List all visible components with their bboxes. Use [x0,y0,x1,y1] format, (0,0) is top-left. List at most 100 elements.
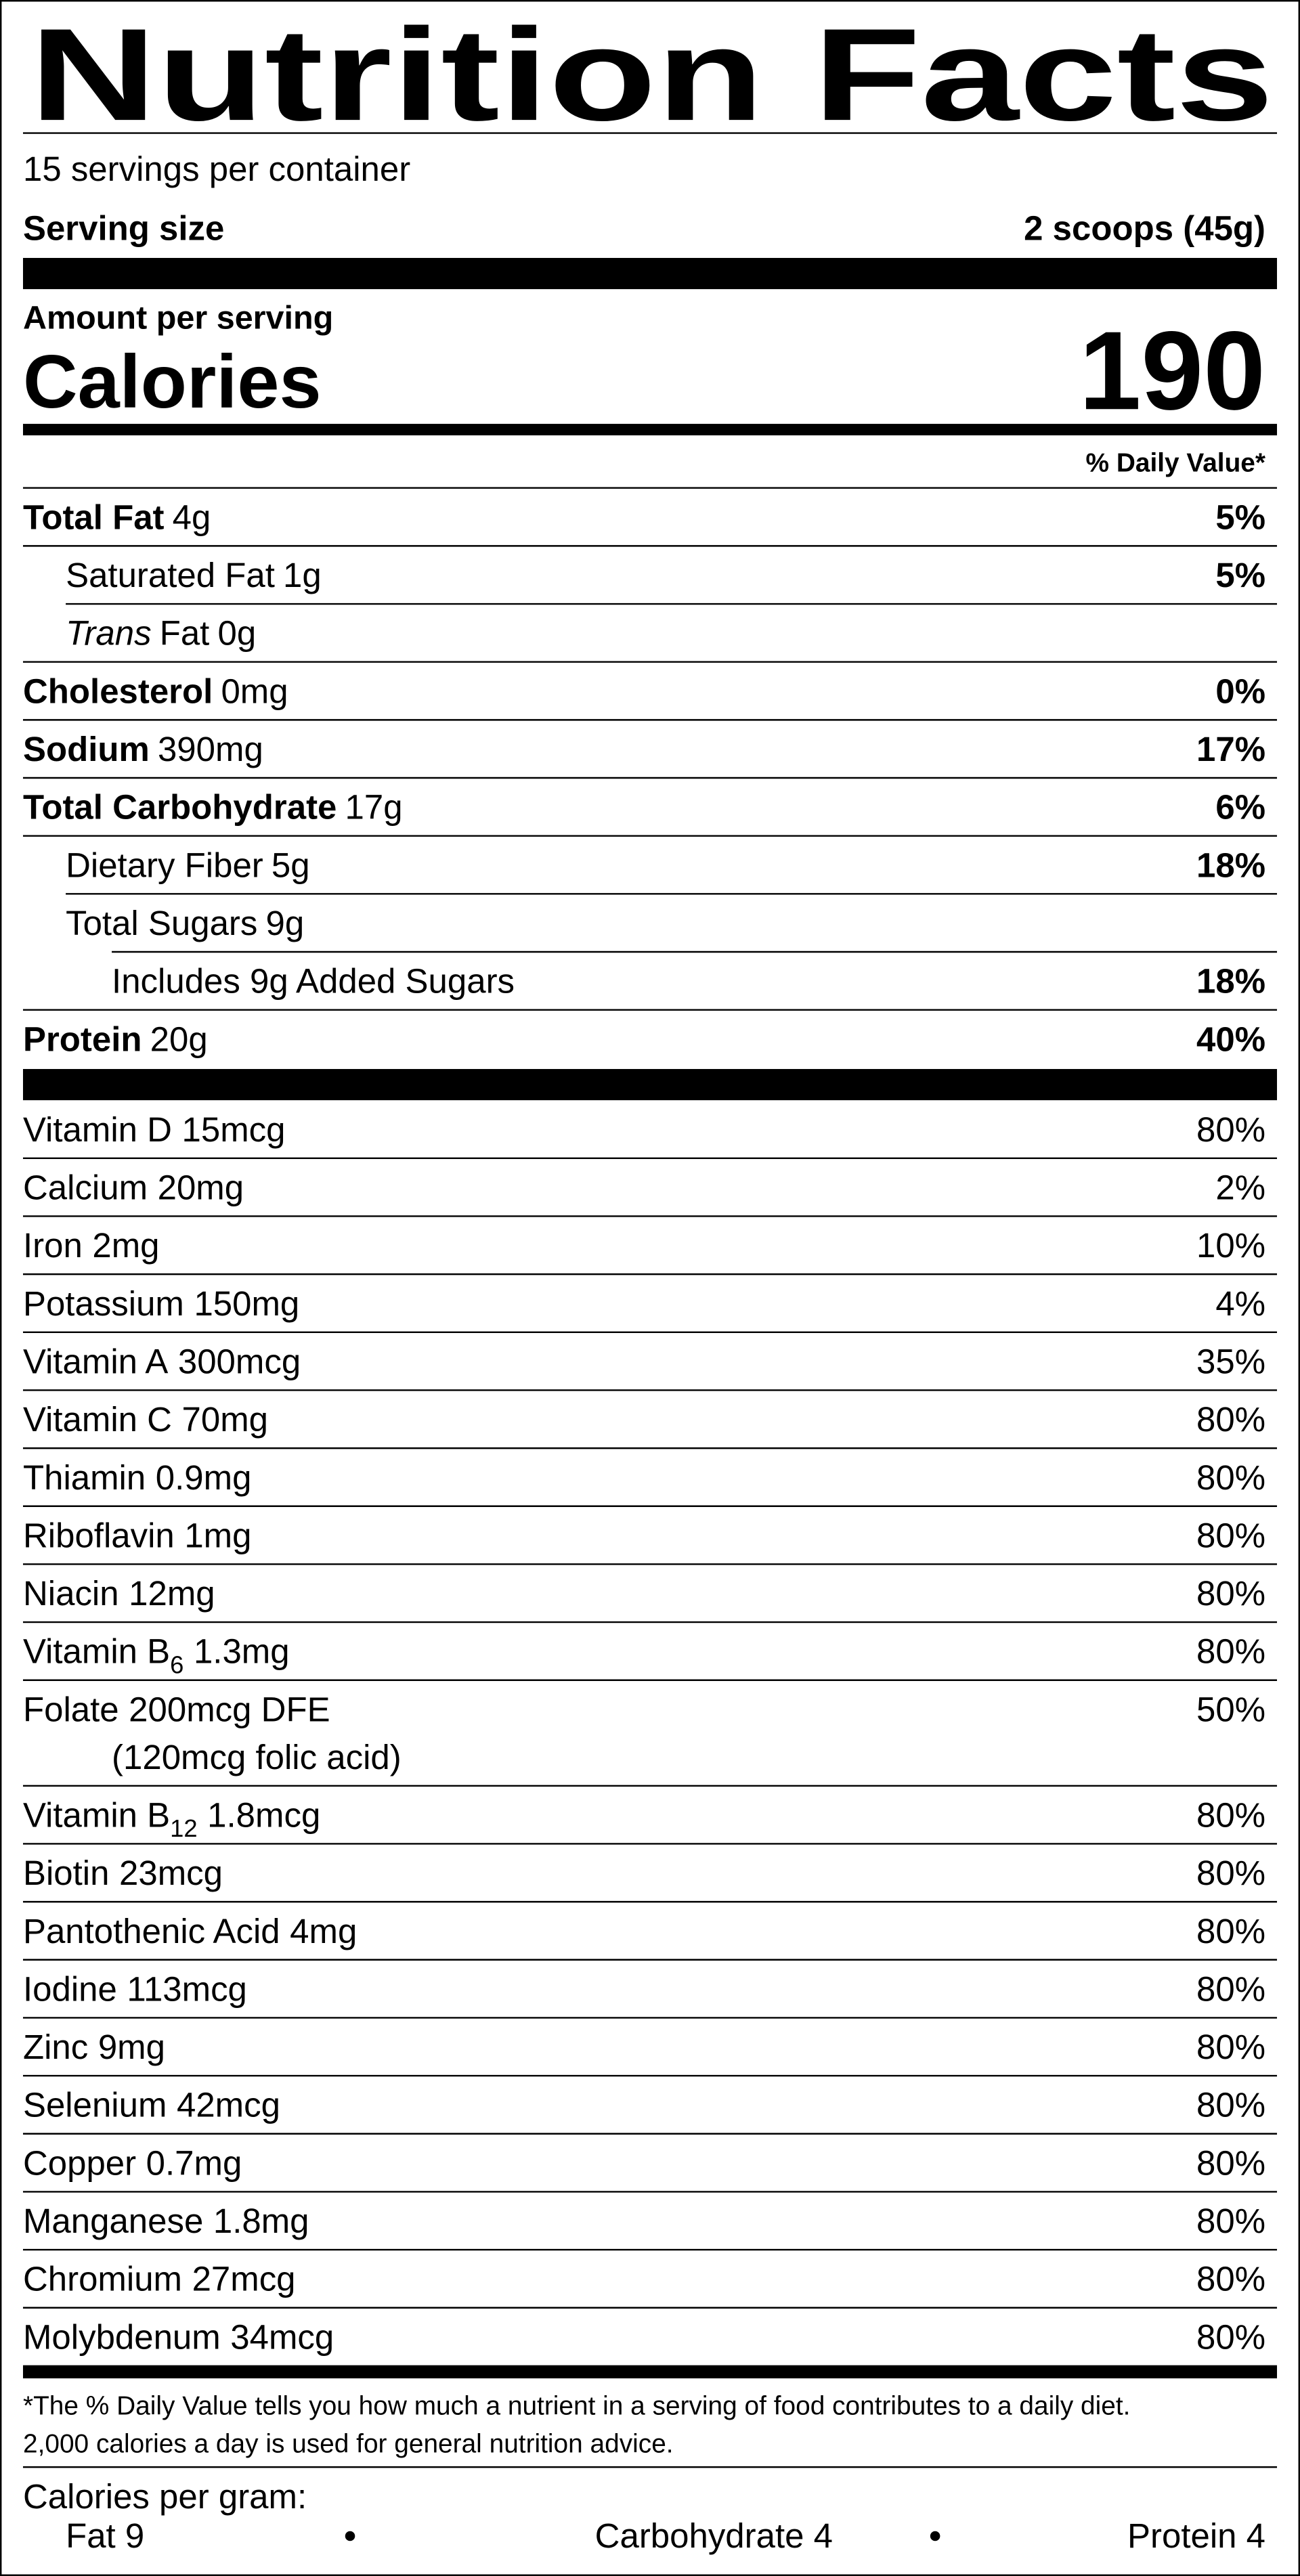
vitamin-name: Potassium [23,1284,184,1323]
nutrient-name: Total Sugars [66,904,257,942]
servings: 15 servings per container [23,150,410,188]
vitamin-dv: 80% [1196,2028,1265,2066]
vitamin-row: Iodine 113mcg [23,1969,247,2008]
nutrient-dv: 17% [1196,730,1265,768]
nutrient-row: Saturated Fat 1g [66,556,322,594]
vitamin-row: Vitamin C 70mg [23,1400,268,1439]
vitamin-row: Pantothenic Acid 4mg [23,1912,357,1950]
vitamin-dv: 35% [1196,1342,1265,1380]
vitamin-row: Riboflavin 1mg [23,1516,251,1554]
vitamin-amount: 0.9mg [156,1458,252,1497]
nutrient-amount: 4g [173,498,211,536]
nutrient-amount: 0g [217,614,256,653]
vitamin-amount: 2mg [92,1226,159,1265]
calories-label: Calories [23,339,322,424]
nutrient-name: Total Fat [23,498,165,536]
vitamin-dv: 80% [1196,2143,1265,2182]
vitamin-name: Molybdenum [23,2317,221,2356]
vitamin-amount: 1.3mg [194,1632,290,1671]
vitamin-amount: 300mcg [178,1342,301,1380]
vitamin-amount: 1mg [184,1516,251,1554]
vitamin-dv: 80% [1196,2260,1265,2298]
vitamin-amount: 34mcg [230,2317,334,2356]
nutrient-amount: 390mg [158,730,263,768]
nutrient-row: Trans Fat 0g [66,614,256,653]
vitamin-amount: 4mg [290,1912,357,1950]
vitamin-dv: 80% [1196,1574,1265,1613]
vitamin-amount: 0.7mg [146,2143,242,2182]
vitamin-row: Niacin 12mg [23,1574,215,1613]
vitamin-amount: 12mg [129,1574,215,1613]
nutrient-amount: 9g [266,904,305,942]
vitamin-amount: 9mg [98,2028,165,2066]
vitamin-dv: 80% [1196,1854,1265,1892]
vitamin-dv: 10% [1196,1226,1265,1265]
vitamin-dv: 4% [1215,1284,1265,1323]
vitamin-name: Chromium [23,2260,182,2298]
vitamin-name: Biotin [23,1854,109,1892]
vitamin-row: Vitamin B12 1.8mcg [23,1795,320,1842]
vitamin-name: Vitamin D [23,1110,172,1149]
nutrient-row: Includes 9g Added Sugars [112,962,515,1001]
thick-bar [22,1069,1278,1101]
vitamin-amount: 42mcg [177,2086,280,2124]
vitamin-dv: 80% [1196,1632,1265,1671]
nutrient-row: Total Fat 4g [23,498,211,536]
vitamin-name: Vitamin B [23,1795,170,1834]
vitamin-name: Vitamin C [23,1400,172,1439]
vitamin-row: Molybdenum 34mcg [23,2317,334,2356]
nutrient-dv: 18% [1196,846,1265,884]
vitamin-dv: 80% [1196,1110,1265,1149]
vitamin-dv: 80% [1196,1795,1265,1834]
vitamin-row: Potassium 150mg [23,1284,299,1323]
nutrient-row: Protein 20g [23,1020,208,1058]
vitamin-name: Thiamin [23,1458,146,1497]
vitamin-name: Calcium [23,1168,148,1206]
thick-bar [22,257,1278,290]
vitamin-subscript: 12 [170,1814,197,1842]
calories-value: 190 [1079,308,1265,433]
footnote: 2,000 calories a day is used for general… [23,2429,674,2458]
vitamin-row: Vitamin D 15mcg [23,1110,285,1149]
nutrient-row: Sodium 390mg [23,730,263,768]
nutrient-dv: 0% [1215,672,1265,710]
vitamin-name: Niacin [23,1574,119,1613]
vitamin-row: Folate 200mcg DFE [23,1690,330,1728]
vitamin-row: Vitamin B6 1.3mg [23,1632,290,1679]
bullet [345,2531,355,2541]
serving-size-value: 2 scoops (45g) [1024,209,1265,247]
vitamin-row: Biotin 23mcg [23,1854,223,1892]
vitamin-dv: 80% [1196,2317,1265,2356]
vitamin-dv: 80% [1196,2202,1265,2240]
vitamin-subscript: 6 [170,1651,183,1678]
nutrient-amount: 20g [150,1020,208,1058]
serving-size-label: Serving size [23,209,224,247]
nutrient-dv: 5% [1215,556,1265,594]
thick-bar [22,424,1278,436]
vitamin-dv: 80% [1196,1912,1265,1950]
nutrient-amount: 17g [345,788,403,827]
nutrient-row: Total Sugars 9g [66,904,304,942]
vitamin-name: Selenium [23,2086,167,2124]
vitamin-dv: 80% [1196,1400,1265,1439]
vitamin-dv: 80% [1196,2086,1265,2124]
vitamin-name: Pantothenic Acid [23,1912,280,1950]
vitamin-dv: 50% [1196,1690,1265,1728]
vitamin-dv: 80% [1196,1516,1265,1554]
vitamin-row: Chromium 27mcg [23,2260,296,2298]
vitamin-row: Vitamin A 300mcg [23,1342,301,1380]
vitamin-note: (120mcg folic acid) [112,1738,402,1776]
nutrient-amount: 0mg [221,672,288,710]
nutrient-name-italic: Trans [66,614,151,653]
nutrient-dv: 18% [1196,962,1265,1001]
vitamin-name: Folate [23,1690,119,1728]
vitamin-row: Thiamin 0.9mg [23,1458,251,1497]
nutrient-name: Cholesterol [23,672,213,710]
nutrient-name: Fat [160,614,210,653]
nutrient-amount: 5g [272,846,310,884]
vitamin-name: Iodine [23,1969,117,2008]
nutrient-name: Dietary Fiber [66,846,263,884]
vitamin-dv: 80% [1196,1458,1265,1497]
footnote: *The % Daily Value tells you how much a … [23,2391,1130,2420]
vitamin-row: Zinc 9mg [23,2028,165,2066]
